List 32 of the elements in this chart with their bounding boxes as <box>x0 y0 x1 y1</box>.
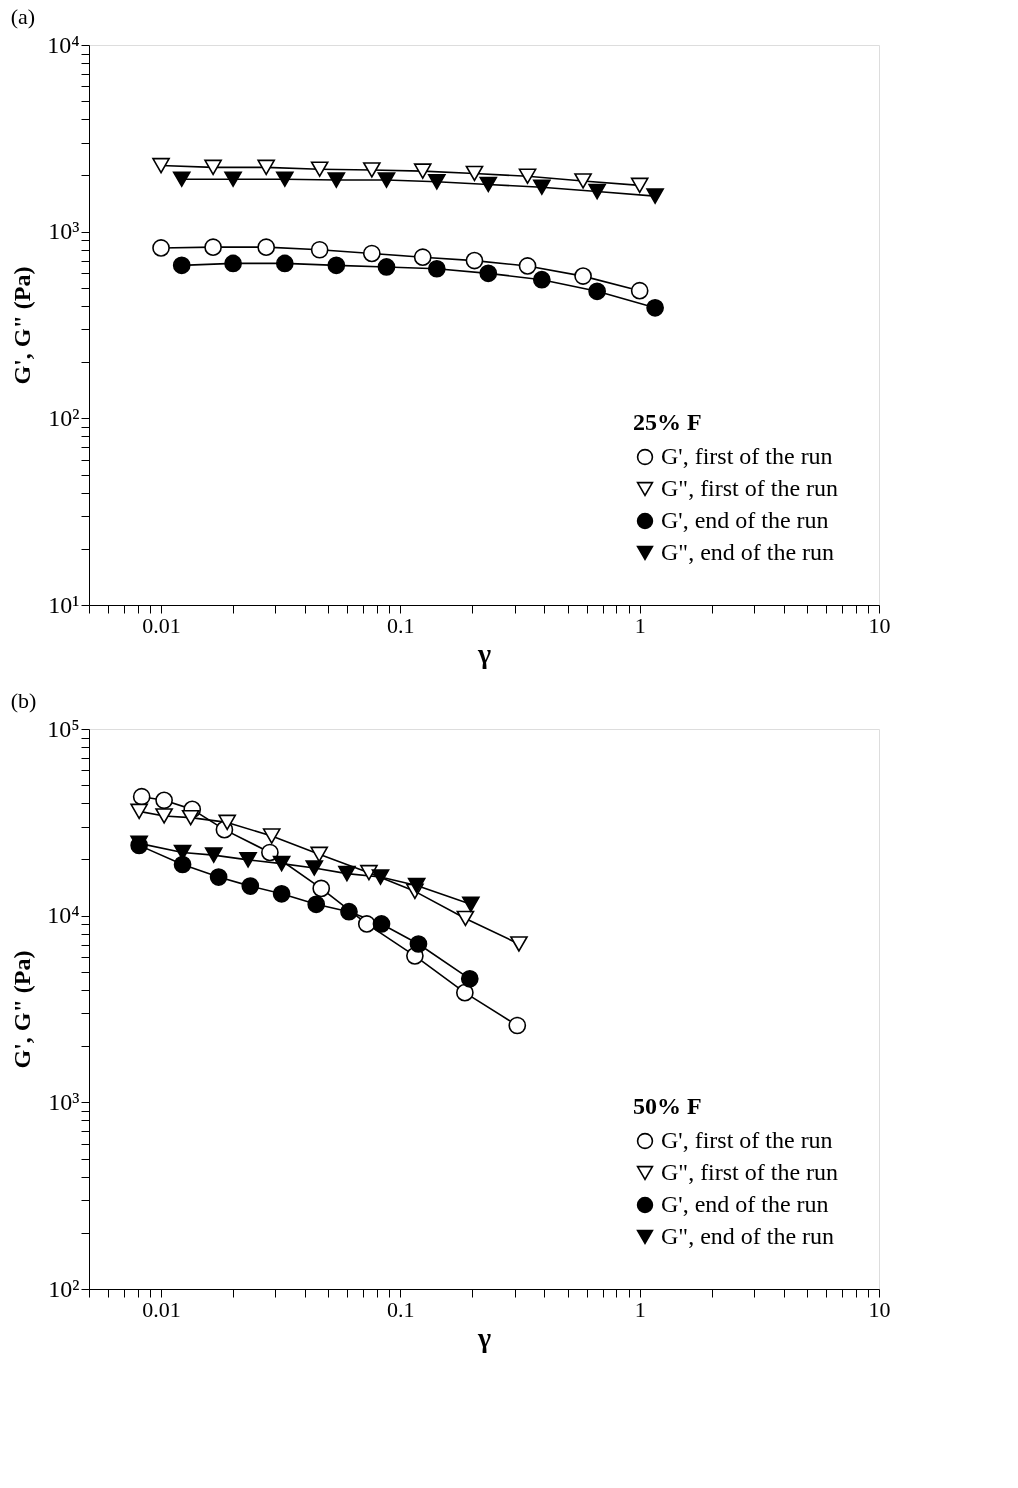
x-axis-title: γ <box>476 637 492 669</box>
y-tick-label: 10² <box>48 1275 80 1302</box>
legend-title: 50% F <box>633 1093 702 1119</box>
chart-title: (a) <box>10 4 36 29</box>
y-tick-label: 10⁵ <box>47 715 80 742</box>
y-tick-label: 10⁴ <box>47 902 80 929</box>
x-tick-label: 1 <box>634 612 646 638</box>
legend-label: G', end of the run <box>661 1191 829 1217</box>
legend-title: 25% F <box>633 409 702 435</box>
x-axis-title: γ <box>476 1321 492 1353</box>
x-tick-label: 0.1 <box>387 1296 415 1322</box>
legend-label: G", first of the run <box>661 1159 839 1185</box>
y-axis-title: G', G" (Pa) <box>9 266 36 385</box>
x-tick-label: 10 <box>868 612 891 638</box>
chart-title: (b) <box>10 688 37 713</box>
y-axis-title: G', G" (Pa) <box>9 950 36 1069</box>
y-tick-label: 10⁴ <box>47 31 80 58</box>
x-tick-label: 10 <box>868 1296 891 1322</box>
legend-label: G', end of the run <box>661 507 829 533</box>
legend-label: G', first of the run <box>661 443 833 469</box>
y-tick-label: 10² <box>48 404 80 431</box>
x-tick-label: 0.01 <box>142 1296 181 1322</box>
x-tick-label: 0.01 <box>142 612 181 638</box>
legend-label: G", end of the run <box>661 1223 835 1249</box>
legend-label: G", first of the run <box>661 475 839 501</box>
y-tick-label: 10¹ <box>48 591 80 618</box>
y-tick-label: 10³ <box>48 218 80 245</box>
legend-label: G", end of the run <box>661 539 835 565</box>
legend-label: G', first of the run <box>661 1127 833 1153</box>
y-tick-label: 10³ <box>48 1088 80 1115</box>
x-tick-label: 0.1 <box>387 612 415 638</box>
x-tick-label: 1 <box>634 1296 646 1322</box>
